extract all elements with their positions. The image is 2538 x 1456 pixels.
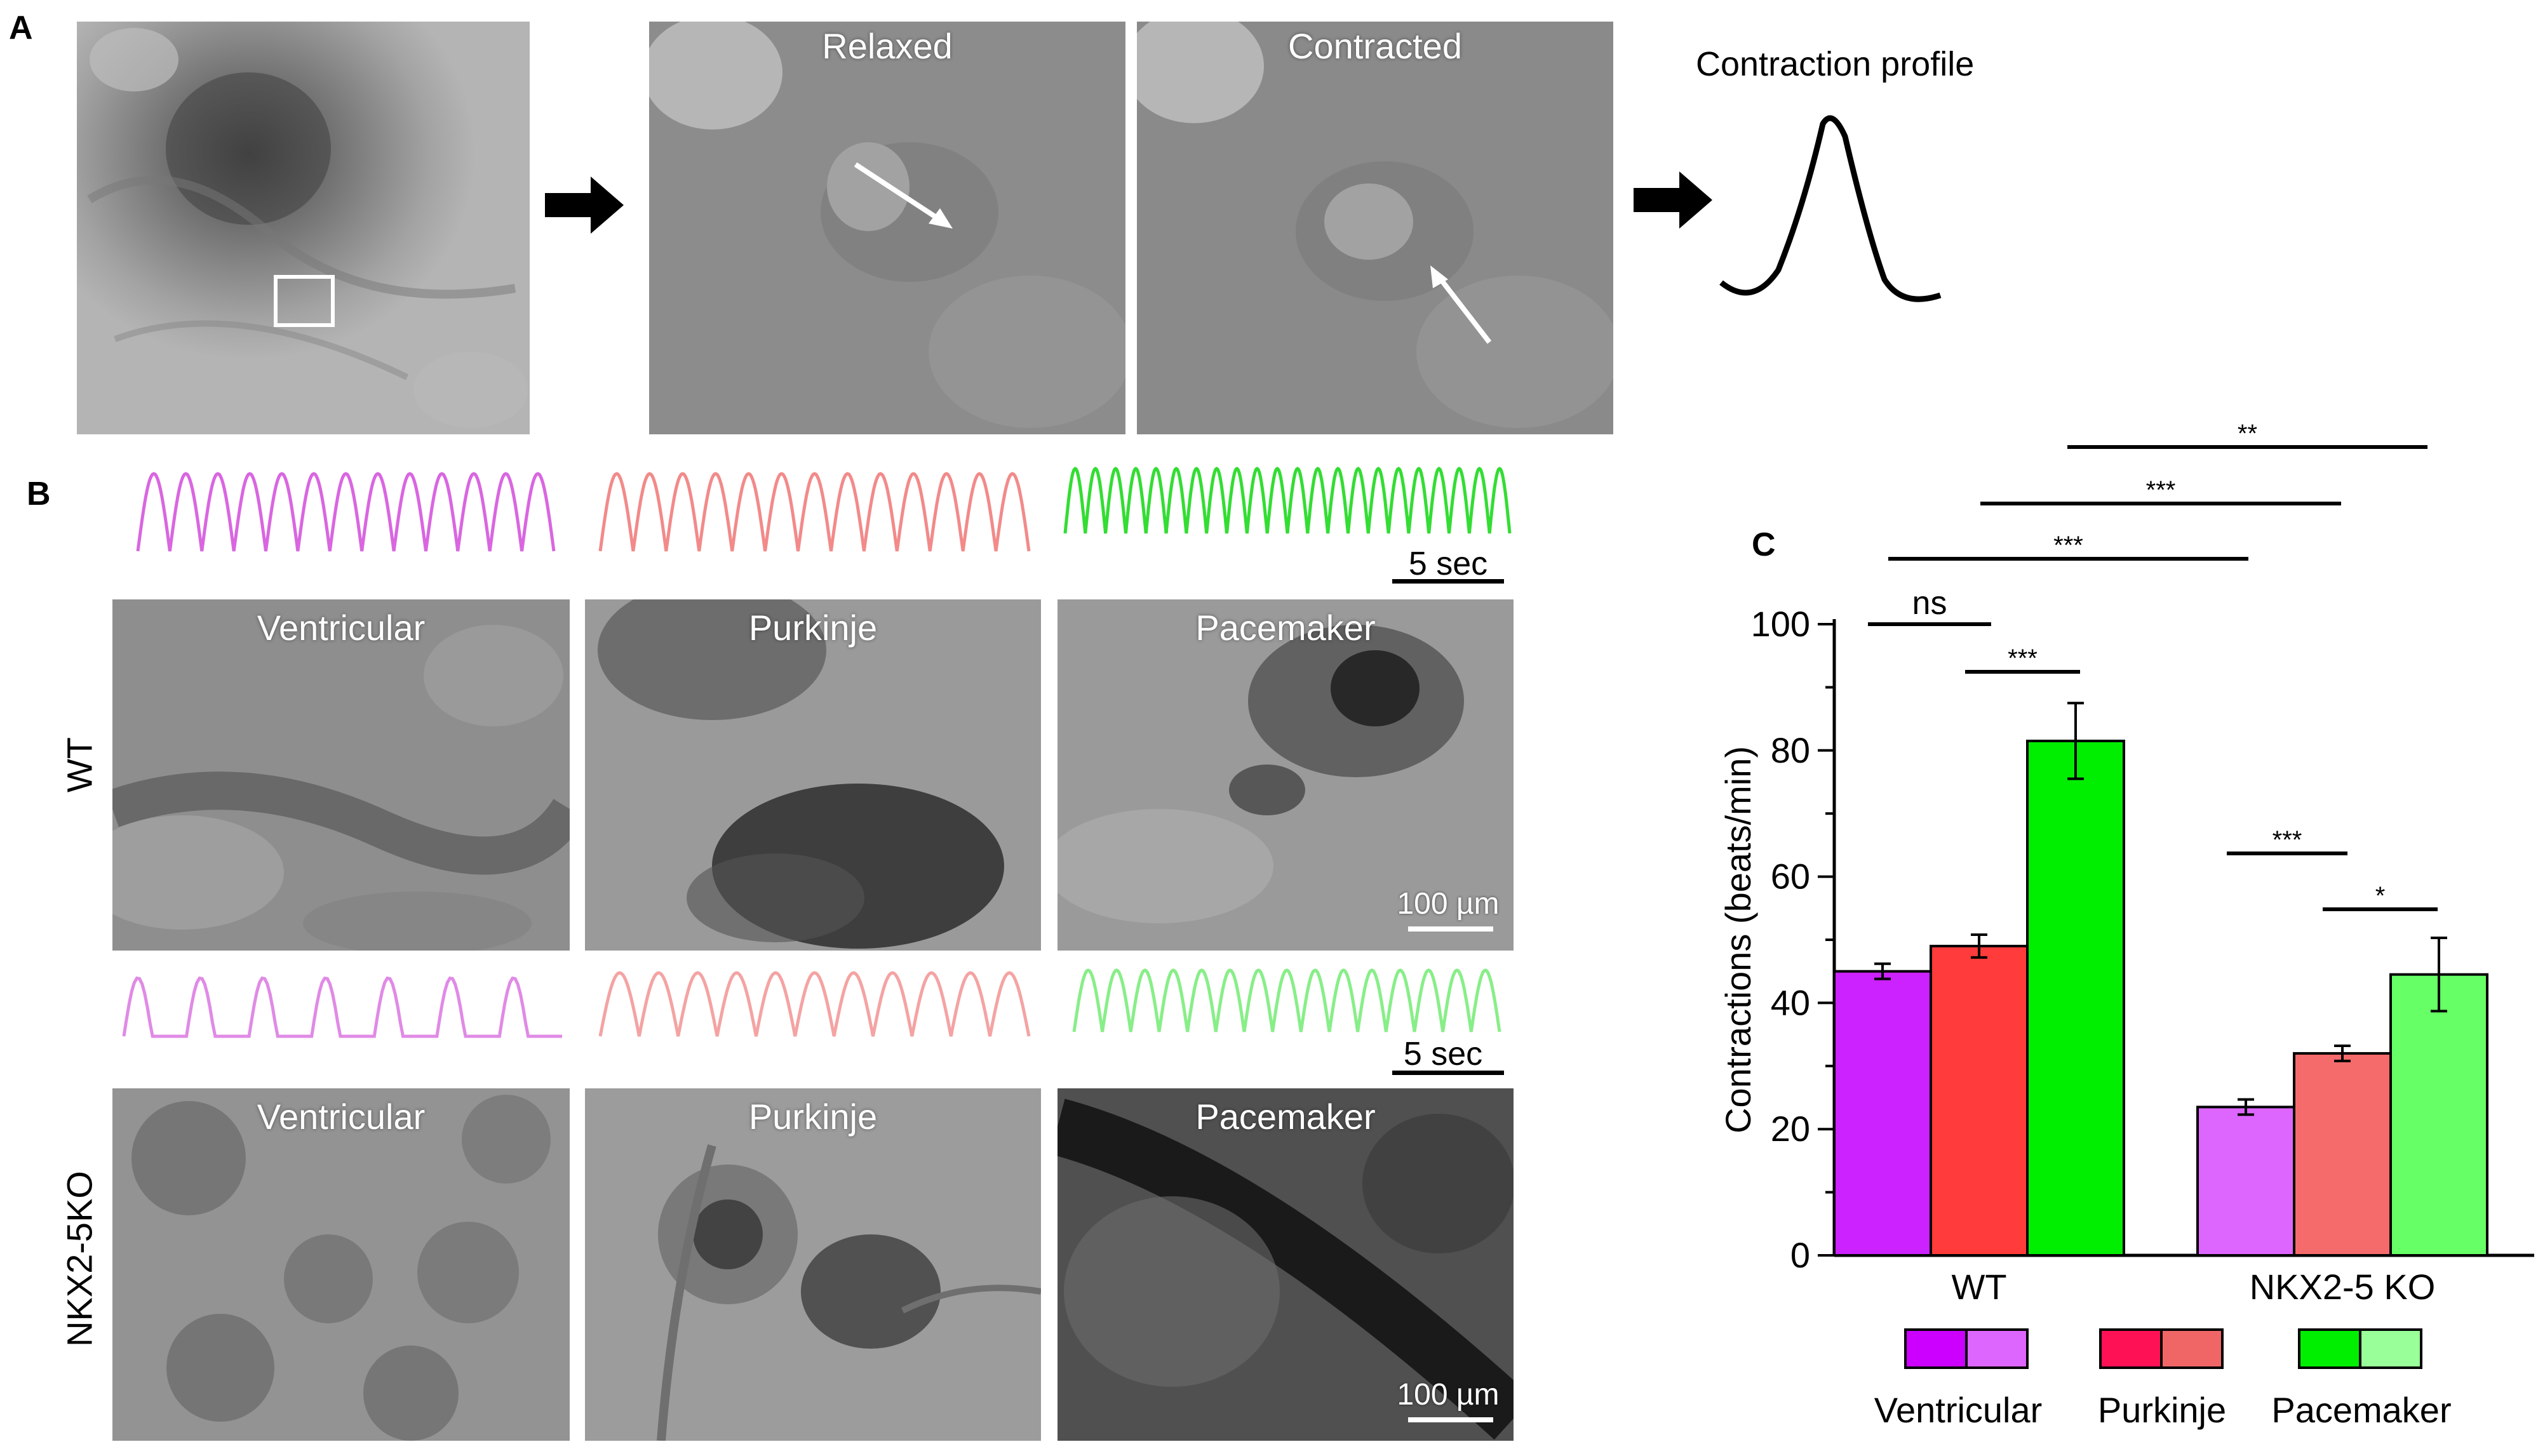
ko-purkinje-micrograph: Purkinje	[585, 1088, 1041, 1441]
panel-b-letter: B	[27, 476, 51, 512]
bar-wt-ventricular	[1833, 970, 1932, 1257]
legend-label: Purkinje	[2098, 1390, 2226, 1430]
contraction-profile-curve	[1719, 115, 1942, 302]
wt-purkinje-micrograph: Purkinje	[585, 599, 1041, 951]
purkinje-trace-line	[598, 472, 1031, 552]
wt-pacemaker-micrograph: Pacemaker 100 µm	[1058, 599, 1514, 951]
y-axis-label: Contractions (beats/min)	[1718, 746, 1758, 1133]
panel-a-letter: A	[9, 10, 33, 46]
legend-swatch-wt	[2099, 1328, 2163, 1369]
time-scale-bar-ko	[1392, 1071, 1504, 1075]
y-tick-label: 40	[1771, 982, 1810, 1022]
ko-length-scale-label: 100 µm	[1397, 1378, 1500, 1412]
relaxed-micrograph: Relaxed	[649, 22, 1125, 434]
legend-swatch-wt	[2298, 1328, 2361, 1369]
legend-swatch-ko	[1965, 1328, 2029, 1369]
wt-ventricular-label: Ventricular	[257, 608, 426, 648]
right-arrow-icon	[1634, 171, 1712, 229]
ko-pacemaker-micrograph: Pacemaker 100 µm	[1058, 1088, 1514, 1441]
pacemaker-trace-line	[1063, 466, 1512, 534]
purkinje-trace-line	[598, 971, 1031, 1037]
ko-length-scale-bar	[1408, 1417, 1493, 1422]
pacemaker-trace-line	[1072, 968, 1501, 1032]
legend-swatch-ko	[2160, 1328, 2224, 1369]
wt-length-scale-bar	[1408, 926, 1493, 932]
significance-label: **	[2238, 420, 2257, 448]
ko-row-label: NKX2-5KO	[59, 1171, 100, 1347]
significance-label: ***	[2146, 476, 2176, 504]
bar-wt-purkinje	[1930, 944, 2029, 1257]
ko-ventricular-micrograph: Ventricular	[112, 1088, 570, 1441]
y-tick-label: 60	[1771, 857, 1810, 897]
relaxed-label: Relaxed	[822, 26, 953, 66]
legend-label: Ventricular	[1874, 1390, 2043, 1430]
ventricular-trace-line	[122, 976, 562, 1038]
ko-pacemaker-label: Pacemaker	[1195, 1097, 1376, 1137]
ventricular-trace-line	[136, 472, 556, 552]
bar-wt-pacemaker	[2026, 739, 2125, 1257]
wt-purkinje-label: Purkinje	[748, 608, 878, 648]
bar-nkx2-5-ko-purkinje	[2293, 1052, 2392, 1257]
time-scale-bar	[1392, 579, 1504, 584]
wt-pacemaker-label: Pacemaker	[1195, 608, 1376, 648]
panel-c-letter: C	[1752, 526, 1776, 563]
significance-label: ns	[1912, 585, 1947, 622]
bar-nkx2-5-ko-ventricular	[2196, 1105, 2295, 1257]
wt-ventricular-micrograph: Ventricular	[112, 599, 570, 951]
ko-ventricular-label: Ventricular	[257, 1097, 426, 1137]
contracted-micrograph: Contracted	[1137, 22, 1613, 434]
group-label: NKX2-5 KO	[2250, 1267, 2436, 1307]
legend-label: Pacemaker	[2271, 1390, 2451, 1430]
ko-purkinje-label: Purkinje	[748, 1097, 878, 1137]
wt-ventricular-trace	[136, 472, 556, 552]
time-scale-label: 5 sec	[1408, 545, 1488, 582]
ko-pacemaker-trace	[1072, 968, 1501, 1032]
legend-swatch-ko	[2359, 1328, 2422, 1369]
right-arrow-icon	[545, 177, 624, 234]
contraction-bar-chart: 0 20 40 60 80 100 Contractions (beats/min) WT NK…	[1718, 420, 2534, 1430]
significance-label: ***	[2053, 531, 2083, 559]
significance-label: ***	[2008, 645, 2038, 672]
ko-purkinje-trace	[598, 971, 1031, 1037]
legend-swatch-wt	[1904, 1328, 1968, 1369]
significance-label: ***	[2273, 826, 2302, 854]
y-tick-label: 80	[1771, 730, 1810, 770]
bar-nkx2-5-ko-pacemaker	[2389, 973, 2488, 1257]
time-scale-label-ko: 5 sec	[1403, 1036, 1483, 1072]
ko-ventricular-trace	[122, 976, 562, 1038]
overview-micrograph	[77, 22, 530, 434]
zoom-box	[274, 275, 335, 327]
y-tick-label: 20	[1771, 1109, 1810, 1149]
wt-row-label: WT	[59, 737, 100, 793]
y-tick-label: 0	[1790, 1235, 1810, 1275]
contraction-profile-title: Contraction profile	[1696, 45, 1975, 83]
significance-label: *	[2375, 882, 2386, 910]
contracted-label: Contracted	[1288, 26, 1462, 66]
group-label: WT	[1951, 1267, 2006, 1307]
y-tick-label: 100	[1751, 604, 1810, 644]
wt-length-scale-label: 100 µm	[1397, 887, 1500, 921]
wt-pacemaker-trace	[1063, 466, 1512, 534]
wt-purkinje-trace	[598, 472, 1031, 552]
